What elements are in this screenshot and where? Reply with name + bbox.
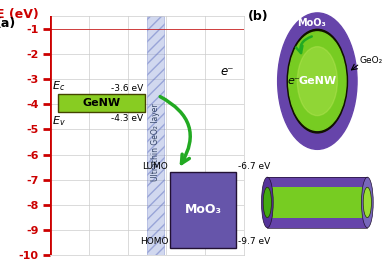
Text: -3.6 eV: -3.6 eV [111, 84, 143, 93]
Bar [147, 16, 164, 255]
Ellipse shape [262, 177, 273, 228]
Text: E (eV): E (eV) [0, 8, 39, 21]
Text: GeNW: GeNW [82, 98, 121, 108]
Text: e⁻: e⁻ [221, 65, 234, 78]
Text: (b): (b) [248, 10, 269, 23]
Bar [269, 187, 367, 218]
Text: -9.7 eV: -9.7 eV [238, 237, 270, 246]
Text: -4.3 eV: -4.3 eV [111, 114, 143, 123]
Text: -6.7 eV: -6.7 eV [238, 162, 270, 171]
Circle shape [297, 47, 337, 116]
Circle shape [289, 32, 346, 130]
Text: Ultrathin GeO₂ layer: Ultrathin GeO₂ layer [151, 103, 160, 181]
Text: $E_c$: $E_c$ [52, 79, 65, 93]
Ellipse shape [361, 177, 373, 228]
Bar [170, 172, 236, 248]
Circle shape [287, 29, 348, 133]
Bar [58, 94, 145, 112]
Text: MoO₃: MoO₃ [297, 18, 326, 28]
Text: HOMO: HOMO [140, 237, 168, 246]
Ellipse shape [263, 187, 271, 218]
Text: e⁻: e⁻ [288, 76, 300, 86]
Text: $E_v$: $E_v$ [52, 114, 66, 127]
Text: LUMO: LUMO [142, 162, 168, 171]
Ellipse shape [363, 187, 372, 218]
Text: GeNW: GeNW [298, 76, 336, 86]
Text: GeO₂: GeO₂ [360, 56, 383, 65]
Circle shape [277, 13, 357, 149]
Bar [267, 177, 367, 228]
Text: (a): (a) [0, 17, 16, 30]
Text: MoO₃: MoO₃ [185, 203, 222, 217]
